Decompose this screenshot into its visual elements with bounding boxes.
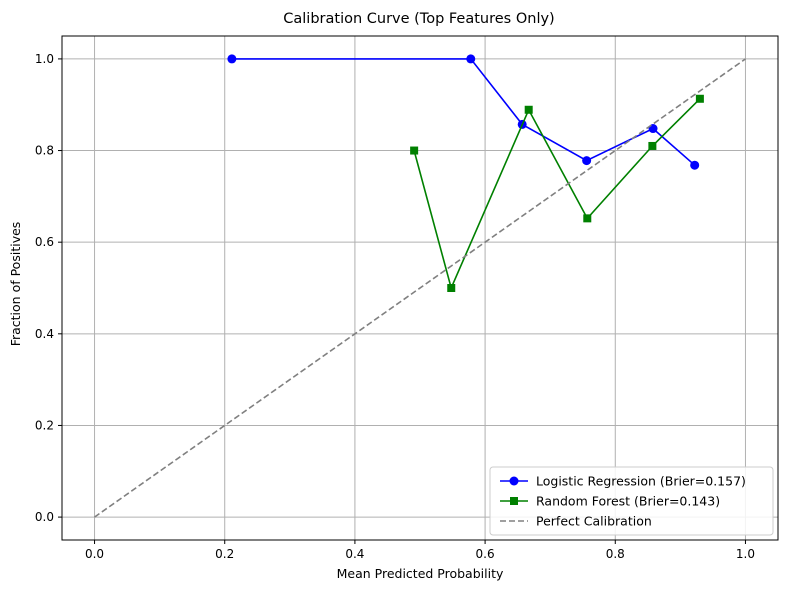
data-point <box>690 160 700 170</box>
data-point <box>227 54 237 64</box>
y-axis-label: Fraction of Positives <box>8 222 23 347</box>
y-tick-label: 0.0 <box>35 510 54 524</box>
legend-box <box>489 466 774 536</box>
data-point <box>524 105 533 114</box>
series-line <box>94 58 746 518</box>
series-line <box>231 58 696 166</box>
data-point <box>447 284 456 292</box>
x-tick-label: 0.2 <box>215 547 234 561</box>
x-tick-label: 0.6 <box>476 547 495 561</box>
y-tick-label: 0.4 <box>35 327 54 341</box>
legend-label: Perfect Calibration <box>536 514 652 529</box>
y-tick-label: 0.6 <box>35 235 54 249</box>
data-point <box>582 156 592 166</box>
x-tick-label: 0.4 <box>345 547 364 561</box>
data-point <box>466 54 476 64</box>
series-2 <box>94 58 746 518</box>
series-line <box>413 98 701 291</box>
y-tick-label: 0.2 <box>35 418 54 432</box>
data-point <box>648 141 657 150</box>
x-tick-label: 1.0 <box>736 547 755 561</box>
legend-item: Random Forest (Brier=0.143) <box>500 494 720 509</box>
y-tick-label: 0.8 <box>35 144 54 158</box>
chart-title: Calibration Curve (Top Features Only) <box>283 11 554 27</box>
legend-swatch-marker <box>509 476 519 486</box>
axis-ticks: 0.0 0.2 0.4 0.6 0.8 1.0 0.0 0.2 0.4 0.6 0.8 1.0 <box>35 52 755 561</box>
data-point <box>410 146 419 155</box>
legend-item: Perfect Calibration <box>500 514 652 529</box>
legend-label: Random Forest (Brier=0.143) <box>536 494 720 509</box>
series-1 <box>410 94 704 292</box>
series-0 <box>227 54 700 170</box>
data-point <box>695 94 704 103</box>
grid-lines <box>62 36 778 540</box>
x-axis-label: Mean Predicted Probability <box>337 566 504 581</box>
plot-frame <box>61 35 779 541</box>
x-tick-label: 0.8 <box>606 547 625 561</box>
legend-label: Logistic Regression (Brier=0.157) <box>536 474 746 489</box>
legend-swatch-marker <box>510 497 518 505</box>
data-point <box>583 214 592 223</box>
series-layer <box>94 54 746 518</box>
x-tick-label: 0.0 <box>85 547 104 561</box>
legend: Logistic Regression (Brier=0.157) Random … <box>489 466 774 536</box>
legend-item: Logistic Regression (Brier=0.157) <box>500 474 746 489</box>
y-tick-label: 1.0 <box>35 52 54 66</box>
